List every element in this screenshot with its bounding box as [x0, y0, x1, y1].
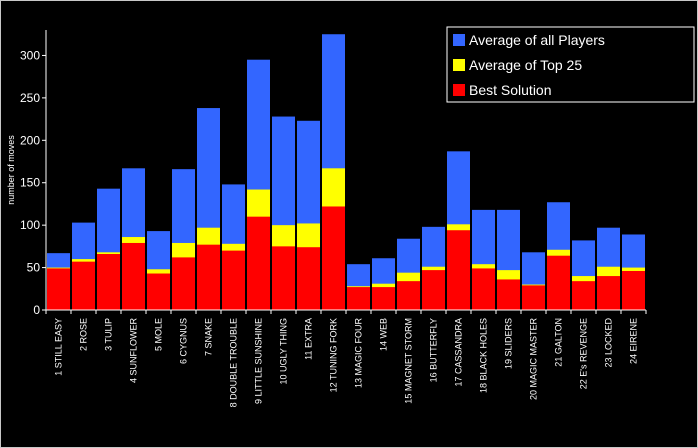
y-tick-label: 50: [27, 261, 41, 275]
y-tick-label: 300: [20, 48, 40, 62]
bar-series3-15: [397, 281, 420, 310]
y-tick-label: 100: [20, 218, 40, 232]
bar-series3-12: [322, 206, 345, 310]
x-tick-label: 2 ROSE: [79, 318, 89, 351]
bar-series3-18: [472, 268, 495, 310]
x-tick-label: 5 MOLE: [154, 318, 164, 351]
bar-series3-23: [597, 276, 620, 310]
x-tick-label: 9 LITTLE SUNSHINE: [254, 318, 264, 404]
x-tick-label: 17 CASSANDRA: [454, 318, 464, 387]
bar-series3-6: [172, 257, 195, 310]
x-tick-label: 20 MAGIC MASTER: [529, 318, 539, 401]
legend-swatch-1: [453, 34, 465, 46]
x-tick-label: 7 SNAKE: [204, 318, 214, 356]
x-tick-label: 22 E's REVENGE: [579, 318, 589, 389]
x-tick-label: 6 CYGNUS: [179, 318, 189, 364]
legend: Average of all Players Average of Top 25 B…: [446, 26, 695, 103]
bars-layer: [47, 34, 645, 311]
bar-series3-14: [372, 287, 395, 310]
y-axis-label: number of moves: [6, 135, 16, 205]
bar-series3-19: [497, 279, 520, 310]
bar-series3-24: [622, 270, 645, 310]
x-tick-label: 12 TUNING FORK: [329, 318, 339, 392]
bar-series3-22: [572, 281, 595, 310]
y-tick-label: 200: [20, 133, 40, 147]
y-tick-label: 0: [33, 303, 40, 317]
bar-series3-16: [422, 270, 445, 310]
bar-series3-17: [447, 230, 470, 310]
x-tick-label: 13 MAGIC FOUR: [354, 318, 364, 389]
x-tick-label: 19 SLIDERS: [504, 318, 514, 369]
x-tick-label: 11 EXTRA: [304, 318, 314, 360]
bar-series3-11: [297, 247, 320, 310]
bar-series3-2: [72, 261, 95, 310]
x-tick-label: 18 BLACK HOLES: [479, 318, 489, 393]
bar-series3-1: [47, 268, 70, 310]
bar-series3-10: [272, 246, 295, 310]
x-tick-label: 10 UGLY THING: [279, 318, 289, 385]
x-ticks-layer: 1 STILL EASY 2 ROSE 3 TULIP 4 SUNFLOWER 5 MO…: [45, 310, 647, 407]
bar-series3-5: [147, 273, 170, 310]
bar-series3-9: [247, 216, 270, 310]
bar-series3-21: [547, 255, 570, 310]
x-tick-label: 21 GALTON: [554, 318, 564, 367]
x-tick-label: 8 DOUBLE TROUBLE: [229, 318, 239, 407]
x-tick-label: 24 EIRENE: [629, 318, 639, 364]
bar-series3-8: [222, 250, 245, 310]
y-tick-label: 250: [20, 91, 40, 105]
legend-swatch-3: [453, 84, 465, 96]
x-tick-label: 16 BUTTERFLY: [429, 318, 439, 382]
x-tick-label: 15 MAGNET STORM: [404, 318, 414, 404]
legend-swatch-2: [453, 59, 465, 71]
x-tick-label: 4 SUNFLOWER: [129, 318, 139, 384]
bar-series3-7: [197, 244, 220, 310]
x-tick-label: 3 TULIP: [104, 318, 114, 351]
bar-series3-13: [347, 287, 370, 310]
y-tick-label: 150: [20, 176, 40, 190]
legend-label-1: Average of all Players: [469, 32, 605, 48]
legend-label-2: Average of Top 25: [469, 57, 582, 73]
bar-series3-3: [97, 254, 120, 310]
y-ticks-layer: 0 50 100 150 200 250 300: [20, 48, 46, 317]
x-tick-label: 14 WEB: [379, 318, 389, 351]
x-tick-label: 23 LOCKED: [604, 318, 614, 368]
x-tick-label: 1 STILL EASY: [54, 318, 64, 376]
legend-label-3: Best Solution: [469, 82, 552, 98]
bar-series3-20: [522, 285, 545, 310]
legend-box: [446, 26, 695, 103]
bar-series3-4: [122, 242, 145, 310]
